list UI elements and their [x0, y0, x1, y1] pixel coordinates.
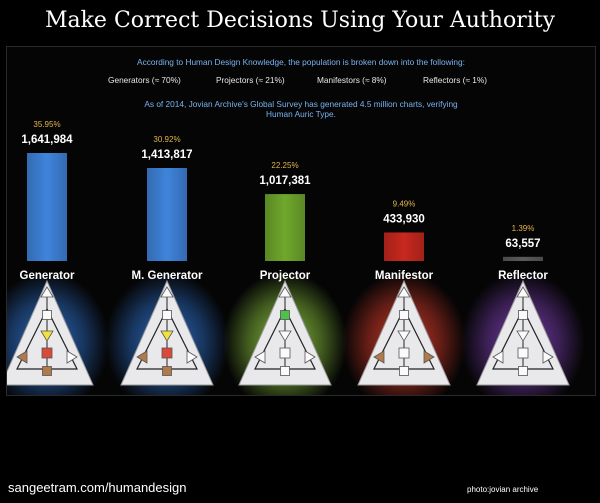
chart-panel: According to Human Design Knowledge, the… [6, 46, 596, 396]
survey-text-line1: As of 2014, Jovian Archive's Global Surv… [144, 99, 458, 109]
root-center [280, 366, 290, 376]
sacral-center [41, 347, 53, 359]
root-center [42, 366, 52, 376]
bar-manifestor [384, 232, 424, 261]
sacral-center [517, 347, 529, 359]
g-center [397, 330, 411, 342]
population-generators: Generators (≈ 70%) [108, 75, 181, 85]
category-label: Reflector [498, 270, 548, 282]
survey-text-line2: Human Auric Type. [266, 109, 336, 119]
population-projectors: Projectors (≈ 21%) [216, 75, 285, 85]
bar-projector [265, 194, 305, 261]
percent-label: 22.25% [271, 161, 298, 170]
value-label: 1,017,381 [259, 175, 311, 187]
bar-reflector [503, 256, 543, 261]
solar-plexus-center [66, 350, 78, 364]
category-label: Manifestor [375, 270, 434, 282]
percent-label: 9.49% [393, 199, 416, 208]
head-center [278, 286, 292, 298]
spleen-center [136, 350, 148, 364]
population-bar-chart: 35.95% 1,641,984 Generator 30.92% 1,413,817 M… [7, 120, 585, 395]
population-reflectors: Reflectors (≈ 1%) [423, 75, 488, 85]
bar-m-generator [147, 168, 187, 261]
throat-center [280, 310, 290, 320]
root-center [518, 366, 528, 376]
percent-label: 1.39% [512, 224, 535, 233]
solar-plexus-center [542, 350, 554, 364]
spleen-center [373, 350, 385, 364]
page-title: Make Correct Decisions Using Your Author… [44, 8, 556, 33]
root-center [399, 366, 409, 376]
intro-text: According to Human Design Knowledge, the… [137, 57, 465, 67]
category-label: Projector [260, 270, 311, 282]
head-center [397, 286, 411, 298]
head-center [160, 286, 174, 298]
root-center [162, 366, 172, 376]
head-center [40, 286, 54, 298]
throat-center [399, 310, 409, 320]
value-label: 1,413,817 [141, 149, 192, 161]
throat-center [162, 310, 172, 320]
g-center [160, 330, 174, 342]
solar-plexus-center [423, 350, 435, 364]
spleen-center [16, 350, 28, 364]
photo-credit: photo:jovian archive [467, 485, 539, 494]
head-center [516, 286, 530, 298]
bodygraph-icon [7, 279, 94, 386]
value-label: 433,930 [383, 213, 425, 225]
percent-label: 30.92% [153, 135, 180, 144]
g-center [516, 330, 530, 342]
percent-label: 35.95% [33, 120, 60, 129]
solar-plexus-center [186, 350, 198, 364]
bodygraph-icon [476, 279, 570, 386]
throat-center [518, 310, 528, 320]
spleen-center [254, 350, 266, 364]
sacral-center [398, 347, 410, 359]
throat-center [42, 310, 52, 320]
solar-plexus-center [304, 350, 316, 364]
g-center [40, 330, 54, 342]
value-label: 1,641,984 [21, 134, 73, 146]
value-label: 63,557 [505, 238, 540, 250]
g-center [278, 330, 292, 342]
sacral-center [279, 347, 291, 359]
bodygraph-icon [238, 279, 332, 386]
footer-site-link[interactable]: sangeetram.com/humandesign [8, 480, 187, 495]
category-label: M. Generator [132, 270, 203, 282]
sacral-center [161, 347, 173, 359]
category-label: Generator [20, 270, 75, 282]
spleen-center [492, 350, 504, 364]
bar-generator [27, 153, 67, 261]
population-manifestors: Manifestors (≈ 8%) [317, 75, 387, 85]
bodygraph-icon [120, 279, 214, 386]
bodygraph-icon [357, 279, 451, 386]
